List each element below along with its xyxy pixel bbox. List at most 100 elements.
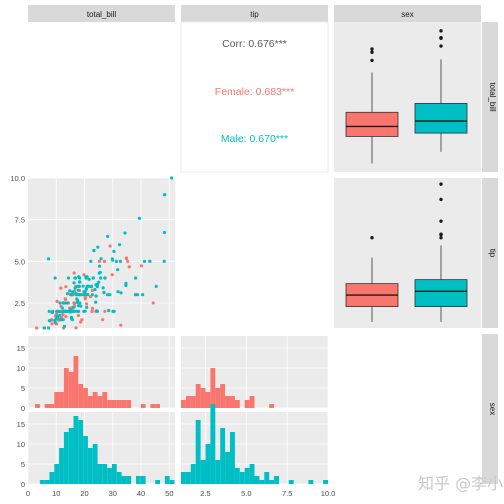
scatter-point-male xyxy=(81,284,85,288)
box-tip-outlier-male xyxy=(439,232,443,236)
box-total-bill-outlier-female xyxy=(370,50,374,54)
box-total-bill-outlier-male xyxy=(439,44,443,48)
hist-tip-bar-male xyxy=(249,464,255,484)
hist-tip-bar-male xyxy=(181,472,186,484)
scatter-point-male xyxy=(65,292,70,296)
hist-tip-bar-male xyxy=(230,432,235,484)
scatter-point-male xyxy=(134,276,138,280)
scatter-point-male xyxy=(89,285,93,289)
hist-total-bill-bar-female xyxy=(87,396,93,408)
hist-total-bill-bar-female xyxy=(111,400,117,408)
scatter-point-male xyxy=(85,284,89,288)
hist-total-bill-bar-male xyxy=(135,476,141,484)
scatter-point-male xyxy=(68,289,72,293)
scatter-point-male xyxy=(148,259,152,263)
scatter-point-male xyxy=(79,304,83,308)
scatter-point-male xyxy=(61,318,65,322)
scatter-point-male xyxy=(108,293,112,297)
hist-tip-bar-male xyxy=(323,480,328,484)
hist-tip-bar-male xyxy=(195,420,201,484)
scatter-point-male xyxy=(105,293,110,297)
hist-tip-bar-male xyxy=(288,480,294,484)
scatter-point-male xyxy=(47,309,51,313)
hist-total-bill-bar-male xyxy=(155,480,161,484)
scatter-point-male xyxy=(162,230,167,235)
hist-total-bill-x-tick: 0 xyxy=(26,489,30,498)
scatter-point-male xyxy=(107,308,111,313)
scatter-point-male xyxy=(82,309,86,313)
scatter-point-male xyxy=(170,176,174,180)
scatter-point-male xyxy=(76,288,80,292)
hist-tip-bar-male xyxy=(225,452,230,484)
scatter-point-male xyxy=(84,293,88,297)
hist-total-bill-x-tick: 40 xyxy=(137,489,145,498)
scatter-point-male xyxy=(42,326,46,330)
scatter-point-male xyxy=(46,257,51,261)
scatter-y-tick: 2.5 xyxy=(15,299,25,308)
watermark: 知乎 @李小月 xyxy=(418,474,504,493)
hist-total-bill-x-tick: 50 xyxy=(165,489,173,498)
hist-total-bill-bar-male xyxy=(164,476,170,484)
hist-tip-x-tick: 5.0 xyxy=(241,489,251,498)
hist-total-bill-bar-female xyxy=(83,388,88,408)
scatter-point-male xyxy=(89,259,93,263)
hist-tip-bar-male xyxy=(205,444,211,484)
hist-total-bill-x-tick: 10 xyxy=(52,489,60,498)
scatter-point-male xyxy=(77,275,81,279)
box-total-bill-outlier-male xyxy=(439,36,443,40)
box-tip-outlier-male xyxy=(439,182,443,186)
hist-total-bill-y-tick-female: 5 xyxy=(21,384,25,393)
scatter-point-male xyxy=(48,319,52,323)
hist-total-bill-bar-female xyxy=(35,404,40,408)
hist-tip-bar-female xyxy=(230,396,235,408)
scatter-point-male xyxy=(96,245,100,249)
scatter-y-tick: 10.0 xyxy=(10,174,25,183)
hist-tip-bar-male xyxy=(185,472,191,484)
scatter-point-male xyxy=(78,301,82,305)
hist-total-bill-bar-female xyxy=(140,404,146,408)
hist-tip-bar-female xyxy=(210,368,216,408)
strip-top-label-tip: tip xyxy=(250,10,259,19)
scatter-point-male xyxy=(94,300,98,304)
box-total-bill-outlier-male xyxy=(439,29,443,33)
hist-total-bill-bar-female xyxy=(54,392,60,408)
scatter-point-male xyxy=(117,243,122,247)
hist-total-bill-bar-male xyxy=(121,476,127,484)
strip-top-label-sex: sex xyxy=(401,10,413,19)
scatter-point-male xyxy=(62,324,67,328)
scatter-point-female xyxy=(139,264,144,268)
hist-total-bill-y-tick-female: 15 xyxy=(17,344,25,353)
empty-panel xyxy=(334,334,481,484)
scatter-panel-bg xyxy=(28,178,175,328)
scatter-point-male xyxy=(162,259,166,263)
scatter-point-female xyxy=(72,271,76,275)
scatter-point-male xyxy=(73,286,77,290)
hist-tip-bar-female xyxy=(200,388,206,408)
strip-right-tip xyxy=(482,178,498,328)
scatter-point-female xyxy=(90,306,95,310)
hist-total-bill-bar-male xyxy=(68,428,74,484)
scatter-point-male xyxy=(71,290,75,294)
scatter-point-male xyxy=(75,297,79,301)
hist-tip-x-tick: 7.5 xyxy=(282,489,292,498)
hist-total-bill-bar-male xyxy=(111,464,117,484)
scatter-point-male xyxy=(95,309,99,313)
scatter-point-male xyxy=(76,309,81,313)
scatter-point-male xyxy=(163,193,167,197)
scatter-point-male xyxy=(76,304,80,308)
scatter-point-female xyxy=(76,313,80,318)
scatter-point-female xyxy=(119,323,123,327)
scatter-y-tick: 7.5 xyxy=(15,216,25,225)
hist-total-bill-bar-male xyxy=(73,416,79,484)
hist-total-bill-bar-female xyxy=(44,404,50,408)
scatter-point-male xyxy=(56,309,60,313)
scatter-point-male xyxy=(116,268,120,272)
strip-right-label-total_bill: total_bill xyxy=(488,82,497,112)
hist-total-bill-y-tick-female: 10 xyxy=(17,364,25,373)
scatter-point-female xyxy=(103,309,107,313)
hist-total-bill-bar-male xyxy=(140,476,146,484)
scatter-point-male xyxy=(116,290,120,294)
scatter-point-male xyxy=(124,281,128,285)
scatter-point-female xyxy=(61,313,65,317)
